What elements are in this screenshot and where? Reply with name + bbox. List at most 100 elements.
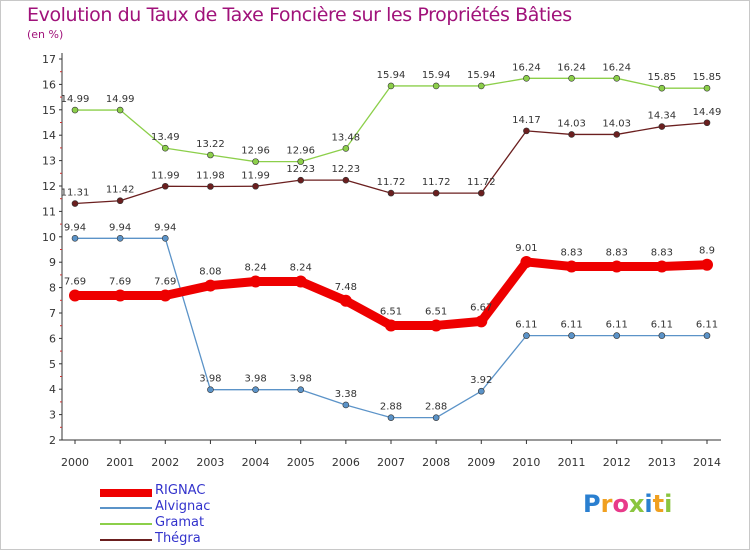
data-label-rignac: 8.9 [699, 246, 715, 257]
data-point-rignac [520, 255, 533, 268]
data-label-thegra: 11.98 [196, 171, 225, 182]
data-point-thegra [613, 131, 621, 138]
y-tick-label: 13 [42, 155, 56, 168]
data-label-alvignac: 3.38 [335, 389, 357, 400]
data-label-rignac: 8.24 [290, 263, 312, 274]
y-tick-label: 10 [42, 231, 56, 244]
y-tick-label: 14 [42, 129, 56, 142]
data-point-alvignac [161, 235, 169, 242]
data-point-rignac [204, 279, 217, 292]
data-point-gramat [116, 106, 124, 114]
data-label-gramat: 12.96 [241, 146, 270, 157]
y-tick-label: 3 [49, 409, 56, 422]
data-label-gramat: 13.48 [332, 132, 361, 143]
legend: RIGNAC Alvignac Gramat Thégra [100, 483, 260, 548]
x-tick-label: 2014 [693, 456, 721, 469]
y-tick-label: 7 [49, 307, 56, 320]
data-label-thegra: 12.23 [332, 164, 361, 175]
data-point-alvignac [252, 386, 259, 394]
y-tick-label: 17 [42, 53, 56, 66]
data-label-thegra: 11.31 [61, 188, 90, 199]
data-label-thegra: 11.99 [151, 170, 180, 181]
data-point-rignac [385, 319, 397, 332]
data-point-alvignac [703, 332, 711, 339]
x-tick-label: 2001 [106, 456, 134, 469]
data-label-rignac: 9.01 [515, 243, 537, 254]
data-point-gramat [387, 82, 395, 90]
x-tick-label: 2012 [603, 456, 631, 469]
legend-label-alvignac: Alvignac [155, 499, 211, 514]
data-point-thegra [252, 182, 259, 190]
data-label-gramat: 15.85 [648, 72, 677, 83]
data-point-rignac [701, 258, 713, 271]
data-label-alvignac: 6.11 [560, 320, 582, 331]
data-point-alvignac [432, 414, 440, 421]
data-point-thegra [568, 131, 575, 138]
y-tick-label: 9 [49, 256, 56, 269]
data-label-gramat: 16.24 [512, 62, 541, 73]
data-label-thegra: 11.72 [377, 177, 406, 188]
data-point-thegra [207, 183, 214, 190]
data-label-rignac: 8.83 [651, 248, 673, 259]
y-tick-label: 11 [42, 205, 56, 218]
data-label-thegra: 14.17 [512, 115, 541, 126]
data-point-gramat [523, 75, 530, 82]
data-point-rignac [249, 275, 262, 288]
data-label-gramat: 13.22 [196, 139, 225, 150]
y-tick-label: 5 [49, 358, 56, 371]
data-point-rignac [114, 289, 127, 302]
x-tick-label: 2003 [196, 456, 224, 469]
data-label-thegra: 14.03 [602, 118, 631, 129]
data-label-thegra: 14.03 [557, 118, 586, 129]
data-point-alvignac [613, 332, 621, 339]
data-point-gramat [252, 158, 259, 165]
x-tick-label: 2004 [242, 456, 270, 469]
data-label-alvignac: 6.11 [606, 320, 628, 331]
data-label-alvignac: 9.94 [154, 222, 176, 233]
data-point-rignac [430, 319, 443, 332]
data-label-alvignac: 9.94 [64, 222, 86, 233]
data-label-rignac: 8.08 [199, 267, 221, 278]
data-point-gramat [161, 144, 169, 152]
data-point-thegra [71, 200, 79, 207]
data-point-alvignac [568, 332, 575, 339]
legend-swatch-alvignac [100, 507, 152, 509]
legend-item-alvignac: Alvignac [100, 499, 260, 516]
data-label-thegra: 11.99 [241, 170, 270, 181]
data-label-rignac: 7.69 [64, 276, 86, 287]
data-point-rignac [159, 289, 172, 302]
data-point-alvignac [297, 386, 305, 394]
y-tick-label: 16 [42, 78, 56, 91]
data-point-gramat [342, 145, 350, 152]
data-point-alvignac [658, 332, 666, 339]
legend-label-thegra: Thégra [155, 531, 201, 546]
data-label-alvignac: 9.94 [109, 222, 131, 233]
data-label-thegra: 11.72 [422, 177, 451, 188]
data-point-alvignac [342, 401, 350, 409]
data-label-alvignac: 3.98 [244, 374, 266, 385]
chart-title: Evolution du Taux de Taxe Foncière sur l… [27, 4, 572, 26]
data-point-gramat [71, 106, 79, 114]
y-tick-label: 15 [42, 104, 56, 117]
data-label-rignac: 8.24 [244, 263, 266, 274]
data-point-thegra [432, 189, 440, 197]
legend-swatch-thegra [100, 539, 152, 541]
data-point-gramat [207, 151, 214, 159]
data-point-rignac [69, 289, 81, 302]
data-label-rignac: 7.48 [335, 282, 357, 293]
data-label-alvignac: 6.11 [696, 320, 718, 331]
legend-swatch-gramat [100, 523, 152, 525]
data-point-rignac [294, 275, 307, 288]
data-point-gramat [477, 82, 485, 90]
data-point-alvignac [207, 386, 214, 394]
data-point-rignac [610, 260, 623, 273]
data-label-gramat: 16.24 [557, 62, 586, 73]
x-tick-label: 2009 [467, 456, 495, 469]
data-point-thegra [703, 119, 711, 127]
data-label-gramat: 15.94 [377, 70, 406, 81]
y-tick-label: 6 [49, 332, 56, 345]
data-label-thegra: 12.23 [286, 164, 315, 175]
data-point-rignac [655, 260, 668, 273]
legend-label-rignac: RIGNAC [155, 483, 206, 498]
